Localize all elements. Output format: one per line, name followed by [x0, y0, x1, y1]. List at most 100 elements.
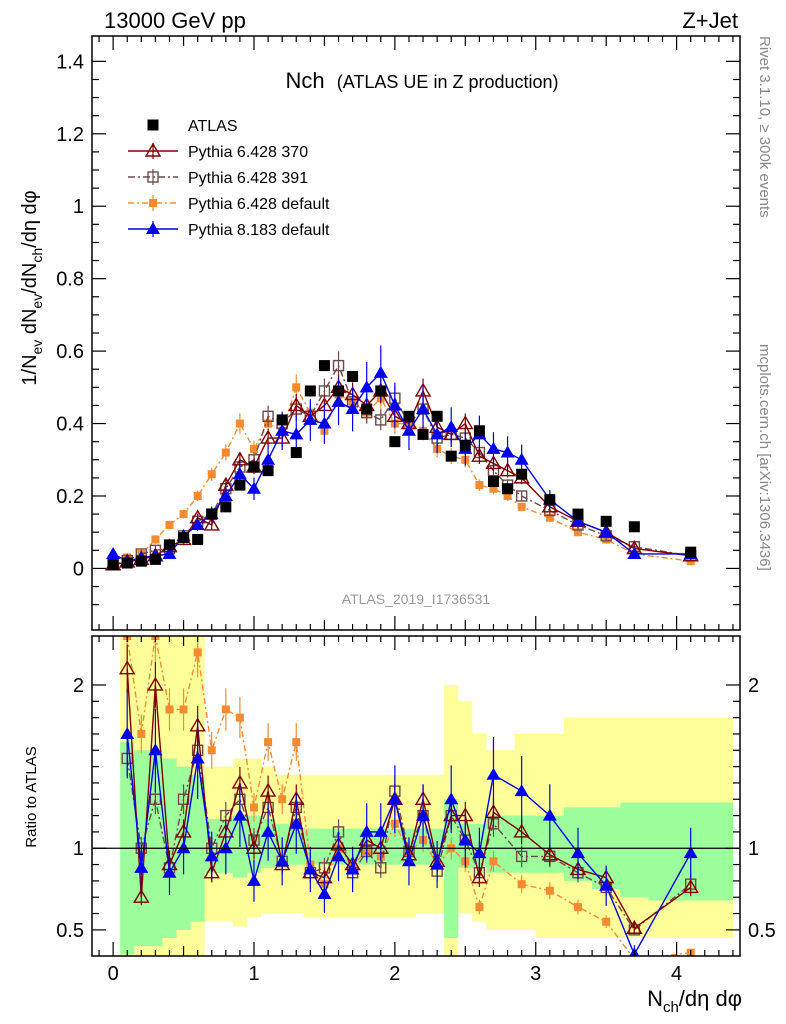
point-p8def — [500, 445, 515, 458]
x-tick-label: 3 — [530, 963, 541, 985]
ratio-series-p8def — [120, 689, 698, 956]
legend-label: Pythia 6.428 default — [188, 196, 330, 213]
point-p8def — [387, 398, 402, 411]
point-atlas — [149, 553, 161, 565]
point-atlas — [375, 385, 387, 397]
ratio-point-p6def — [545, 886, 554, 895]
ratio-point-p370 — [147, 676, 164, 691]
point-p6def — [193, 491, 202, 500]
ratio-point-p6def — [574, 903, 582, 912]
y-tick-label-main: 1.4 — [56, 51, 84, 73]
ratio-point-p8def — [430, 857, 445, 870]
y-axis-title-ratio: Ratio to ATLAS — [23, 746, 40, 847]
legend-item-atlas: ATLAS — [147, 118, 238, 135]
chart-title-sub: (ATLAS UE in Z production) — [337, 72, 559, 92]
point-atlas — [318, 360, 330, 372]
ratio-point-p6def — [235, 713, 244, 722]
point-p6def — [489, 484, 498, 493]
point-p8def — [599, 525, 614, 538]
y-tick-label-ratio-right: 0.5 — [748, 920, 776, 942]
ratio-point-p391 — [515, 850, 528, 863]
point-atlas — [445, 450, 457, 462]
point-atlas — [206, 508, 218, 520]
point-atlas — [403, 410, 415, 422]
point-atlas — [135, 555, 147, 567]
point-atlas — [459, 439, 471, 451]
ratio-point-p8def — [247, 873, 261, 886]
ratio-point-p8def — [444, 792, 459, 805]
point-atlas — [361, 403, 373, 415]
point-atlas — [347, 370, 359, 382]
y-tick-label-ratio-right: 2 — [748, 675, 759, 697]
ratio-point-p8def — [387, 792, 402, 805]
point-p391 — [332, 359, 345, 372]
ratio-point-p370 — [541, 846, 559, 861]
ratio-point-p6def — [137, 729, 146, 738]
point-atlas — [234, 479, 246, 491]
point-p370 — [259, 429, 277, 444]
point-p8def — [261, 452, 276, 465]
y-tick-label-main: 1 — [73, 196, 84, 218]
point-atlas — [628, 521, 640, 533]
legend-item-p370: Pythia 6.428 370 — [128, 142, 308, 161]
ratio-point-p6def — [221, 705, 230, 714]
point-p6def — [207, 470, 216, 479]
ratio-point-p8def — [373, 824, 388, 837]
y-tick-label-ratio-right: 1 — [748, 838, 759, 860]
ratio-point-p8def — [204, 849, 219, 862]
point-atlas — [107, 559, 119, 571]
y-tick-label-main: 0.4 — [56, 414, 84, 436]
ratio-point-p8def — [162, 865, 177, 878]
x-axis-title: Nch/dη dφ — [647, 986, 742, 1016]
point-p8def — [359, 380, 374, 393]
legend-label: Pythia 8.183 default — [188, 222, 330, 239]
point-atlas — [544, 494, 556, 506]
ratio-uncertainty-bands — [120, 636, 733, 956]
ratio-point-p8def — [458, 833, 473, 846]
point-p8def — [430, 427, 445, 440]
ratio-point-p8def — [232, 808, 247, 821]
point-p6def — [517, 502, 526, 511]
axis-ticks: 0 0.2 0.4 0.6 0.8 1 1.2 1.4 0.5 0.5 1 1 2 2 0 1 2 3 4 — [56, 36, 776, 985]
point-p370 — [457, 415, 474, 430]
legend: ATLAS Pythia 6.428 370 Pythia 6.428 391 Pyt… — [128, 118, 330, 239]
point-atlas — [178, 532, 190, 544]
point-p6def — [545, 513, 554, 522]
legend-marker-p6def — [149, 199, 157, 207]
point-p8def — [627, 546, 642, 559]
series-atlas — [107, 360, 697, 571]
ratio-point-p8def — [218, 841, 233, 854]
ratio-point-p6def — [278, 795, 287, 804]
y-tick-label-main: 0.6 — [56, 341, 84, 363]
ratio-point-p6def — [475, 903, 484, 912]
ratio-point-p6def — [517, 880, 526, 889]
point-p370 — [203, 516, 220, 531]
point-p8def — [571, 514, 585, 527]
ratio-point-p8def — [401, 854, 416, 867]
point-atlas — [262, 465, 274, 477]
chart-title-main: Nch — [286, 68, 325, 93]
ratio-point-p6def — [179, 705, 188, 714]
ratio-point-p8def — [261, 824, 276, 837]
point-atlas — [220, 501, 232, 513]
point-atlas — [304, 385, 316, 397]
legend-item-p391: Pythia 6.428 391 — [128, 169, 308, 187]
point-p8def — [416, 402, 431, 415]
point-atlas — [417, 428, 429, 440]
point-atlas — [290, 447, 302, 459]
x-tick-label: 0 — [108, 963, 119, 985]
analysis-id: ATLAS_2019_I1736531 — [342, 591, 491, 607]
legend-marker-atlas — [147, 119, 159, 131]
point-p8def — [317, 416, 332, 429]
legend-marker-p8def — [146, 222, 160, 234]
ratio-point-p370 — [471, 869, 488, 884]
ratio-point-p8def — [120, 726, 135, 739]
point-p6def — [292, 383, 301, 392]
point-atlas — [502, 483, 514, 495]
ratio-point-p370 — [259, 782, 277, 797]
x-tick-label: 4 — [671, 963, 682, 985]
ratio-point-p6def — [207, 746, 216, 755]
x-tick-label: 1 — [248, 963, 259, 985]
legend-item-p6def: Pythia 6.428 default — [128, 195, 330, 213]
